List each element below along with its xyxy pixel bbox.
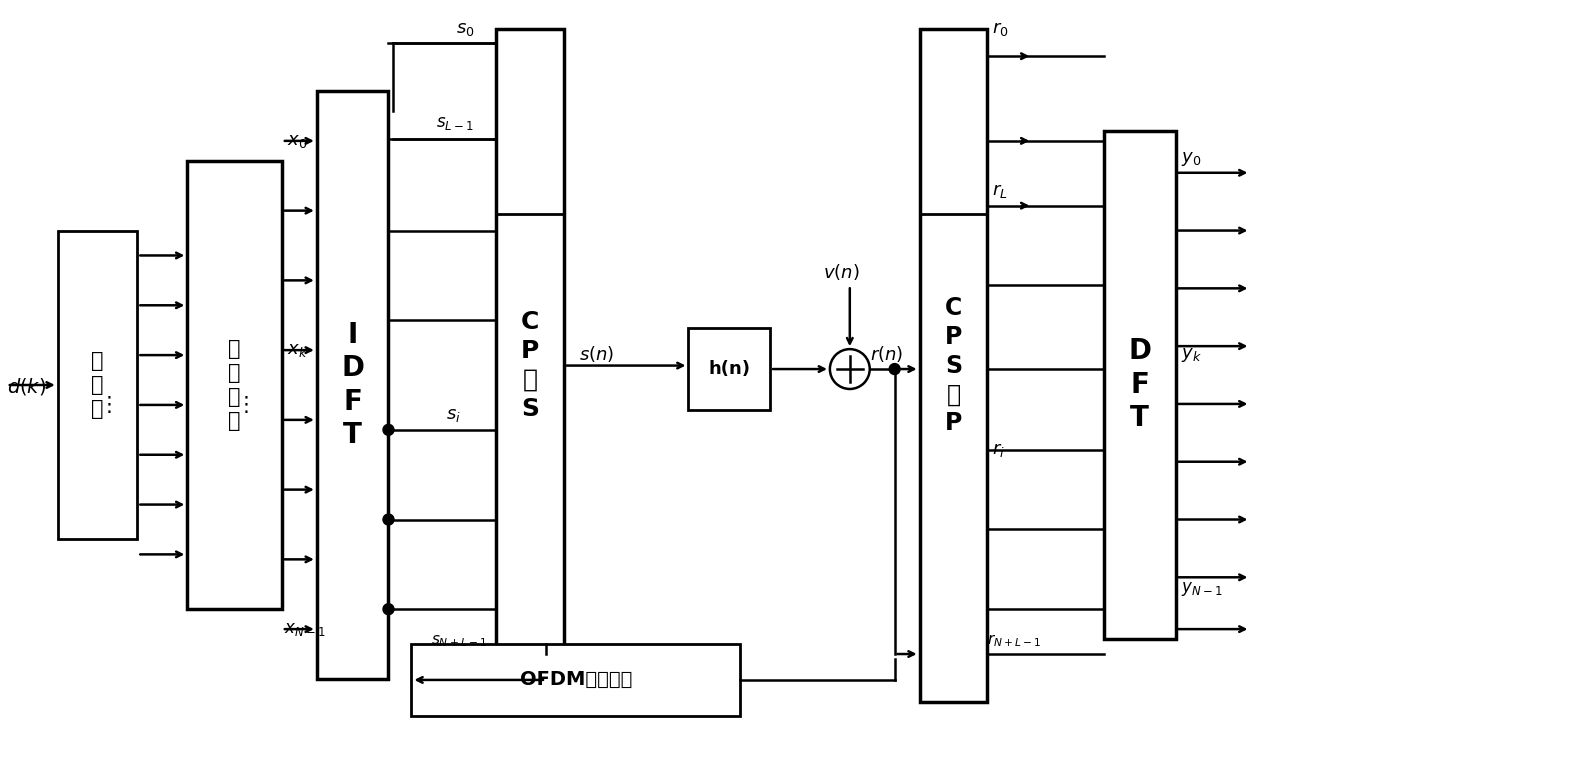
Text: $s_{L-1}$: $s_{L-1}$: [436, 114, 474, 132]
Text: D
F
T: D F T: [1129, 338, 1151, 432]
Bar: [920, 29, 987, 702]
Text: $\vdots$: $\vdots$: [236, 394, 248, 415]
Text: $y_k$: $y_k$: [1181, 346, 1202, 364]
Text: $v(n)$: $v(n)$: [823, 262, 860, 282]
Bar: [317, 91, 388, 679]
Text: $d(k)$: $d(k)$: [6, 377, 46, 398]
Bar: [57, 231, 137, 539]
Text: $y_0$: $y_0$: [1181, 150, 1200, 168]
Text: 星
座
映
射: 星 座 映 射: [228, 339, 240, 431]
Text: $\vdots$: $\vdots$: [97, 394, 111, 415]
Bar: [497, 29, 564, 702]
Text: $x_k$: $x_k$: [287, 341, 307, 359]
Text: $s(n)$: $s(n)$: [579, 344, 615, 364]
Text: $s_{N+L-1}$: $s_{N+L-1}$: [431, 633, 487, 649]
Circle shape: [890, 364, 899, 375]
Text: $r_{N+L-1}$: $r_{N+L-1}$: [987, 633, 1041, 649]
Text: OFDM符号同步: OFDM符号同步: [519, 671, 632, 690]
Circle shape: [829, 349, 869, 389]
Bar: [411, 644, 740, 716]
Circle shape: [384, 514, 393, 525]
Text: $r_L$: $r_L$: [992, 181, 1008, 200]
Text: $x_{N-1}$: $x_{N-1}$: [283, 620, 325, 638]
Text: I
D
F
T: I D F T: [341, 321, 365, 449]
Text: $s_i$: $s_i$: [446, 406, 462, 424]
Text: h(n): h(n): [708, 360, 750, 378]
Circle shape: [384, 604, 393, 614]
Text: $s_0$: $s_0$: [457, 20, 474, 38]
Bar: [188, 161, 282, 609]
Text: $y_{N-1}$: $y_{N-1}$: [1181, 581, 1223, 598]
Bar: [688, 328, 771, 410]
Text: $r(n)$: $r(n)$: [869, 344, 903, 364]
Text: $r_i$: $r_i$: [992, 441, 1005, 459]
Text: $r_0$: $r_0$: [992, 20, 1009, 38]
Text: C
P
／
S: C P ／ S: [521, 311, 540, 421]
Text: $x_0$: $x_0$: [287, 131, 307, 150]
Text: C
P
S
／
P: C P S ／ P: [944, 296, 962, 435]
Text: 编
码
器: 编 码 器: [91, 351, 103, 419]
Bar: [1103, 131, 1175, 639]
Circle shape: [384, 424, 393, 435]
